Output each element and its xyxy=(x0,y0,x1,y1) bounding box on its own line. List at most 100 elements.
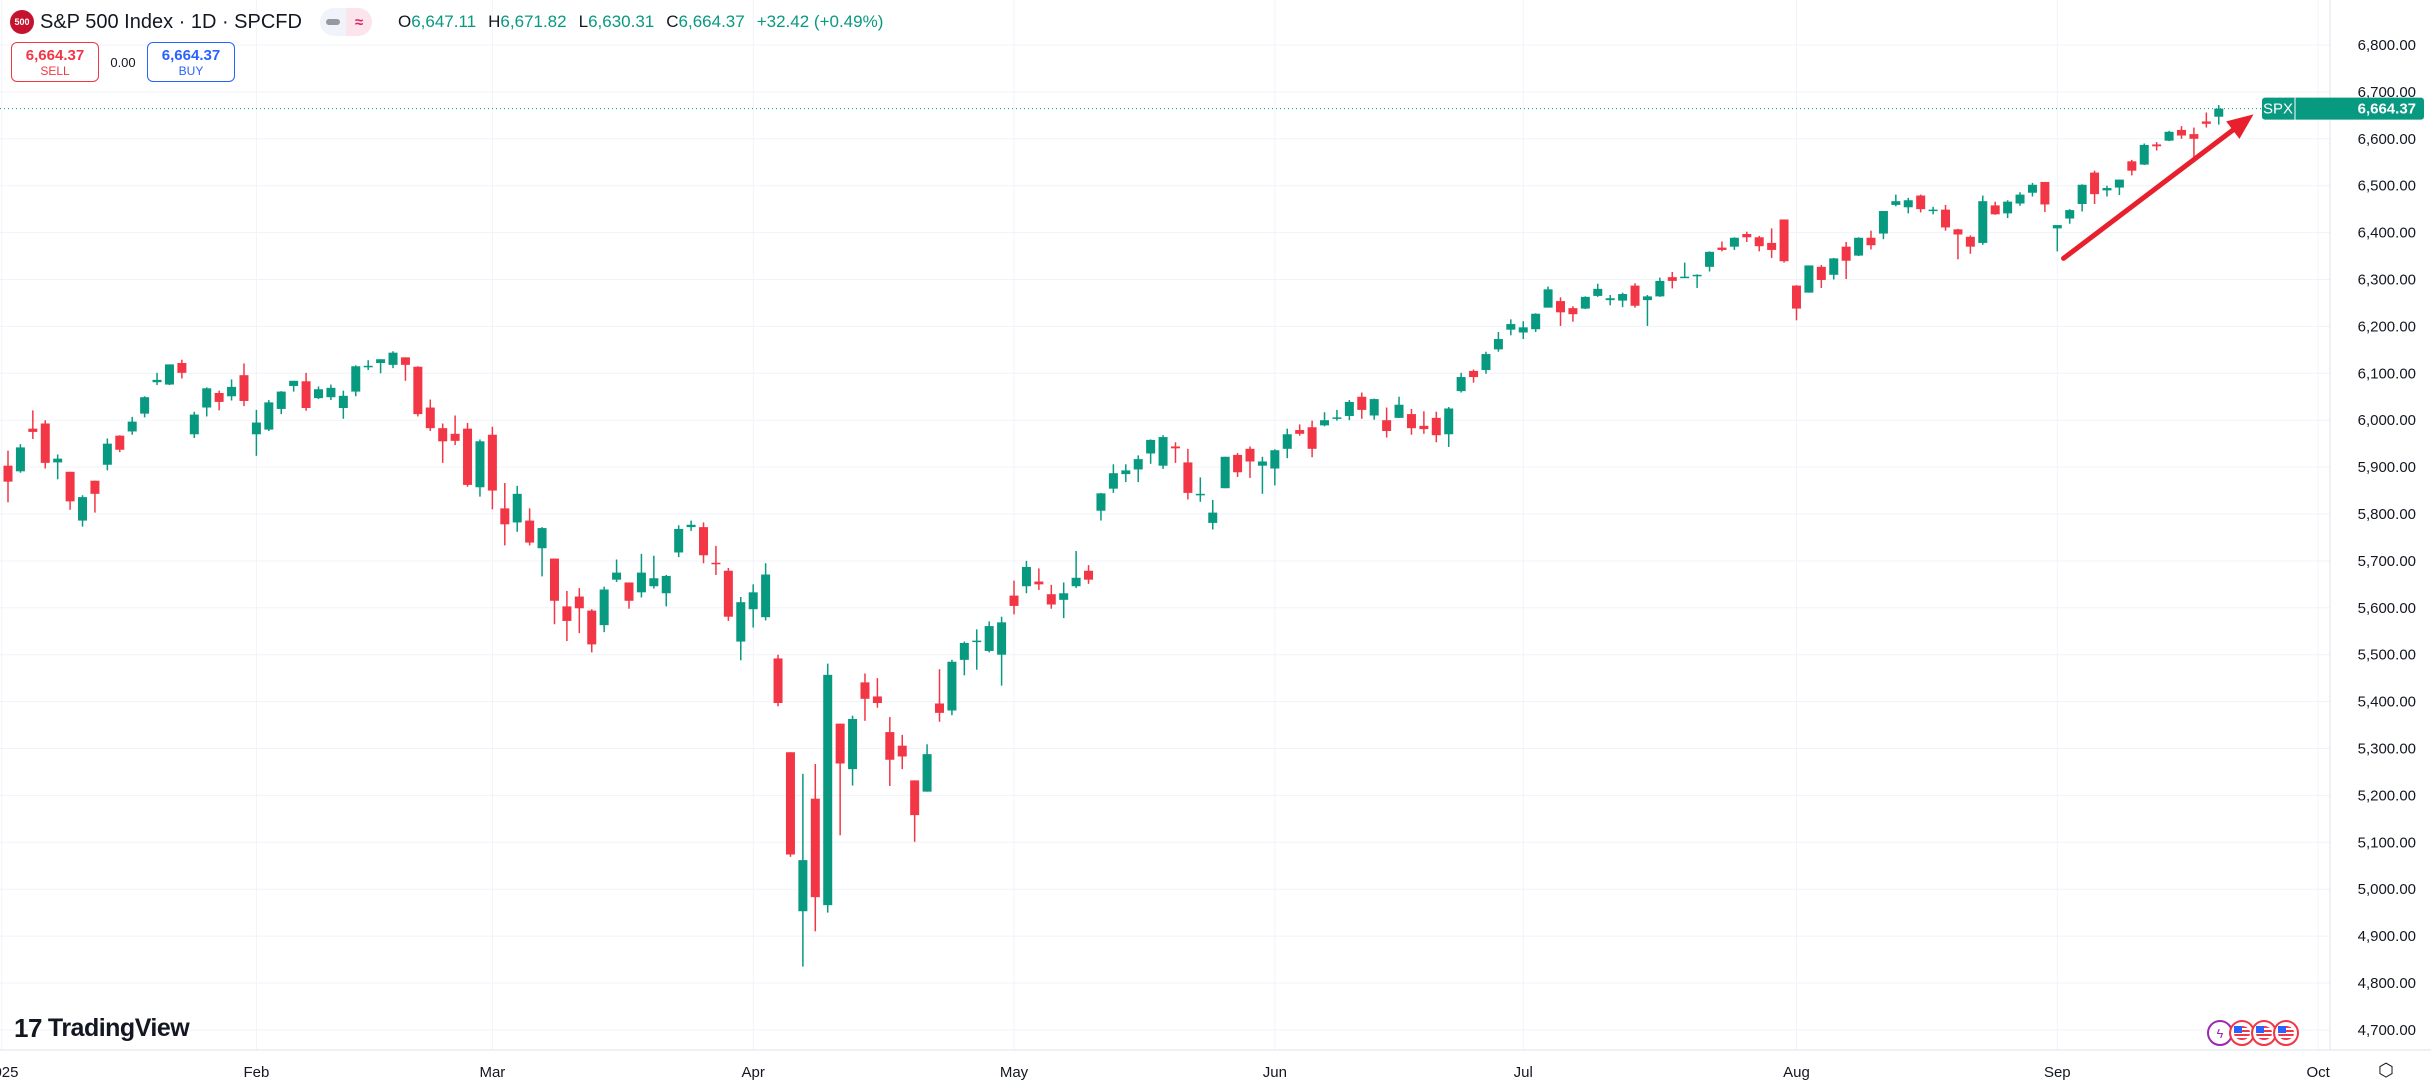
candle-body xyxy=(2052,225,2062,229)
arrow-shaft[interactable] xyxy=(2061,124,2240,261)
candle-up xyxy=(251,409,261,456)
us-flag-event-icon[interactable] xyxy=(2251,1020,2277,1046)
candle-up xyxy=(2164,130,2174,142)
candle-up xyxy=(848,715,858,786)
candle-up xyxy=(53,454,63,480)
candle-body xyxy=(711,562,721,565)
candle-body xyxy=(376,359,386,363)
candle-up xyxy=(2214,105,2224,125)
time-axis-label: 2025 xyxy=(0,1064,18,1081)
candle-up xyxy=(686,520,696,531)
candle-down xyxy=(1034,568,1044,590)
candle-body xyxy=(1841,246,1851,261)
price-axis-label: 5,600.00 xyxy=(2358,600,2416,617)
candle-up xyxy=(1121,464,1131,483)
candle-body xyxy=(1009,595,1019,606)
candle-body xyxy=(15,447,25,472)
candle-up xyxy=(1096,492,1106,521)
candle-body xyxy=(1084,570,1094,580)
candle-down xyxy=(699,522,709,564)
buy-button[interactable]: 6,664.37 BUY xyxy=(147,42,235,82)
candle-down xyxy=(1170,442,1180,463)
candle-body xyxy=(549,558,559,601)
candle-down xyxy=(301,372,311,411)
candle-down xyxy=(1990,201,2000,215)
candle-body xyxy=(1878,211,1888,234)
candle-body xyxy=(1133,459,1143,470)
candle-body xyxy=(2065,210,2075,219)
price-axis-label: 6,400.00 xyxy=(2358,225,2416,242)
arrow-head-icon[interactable] xyxy=(2226,114,2254,139)
sell-button[interactable]: 6,664.37 SELL xyxy=(11,42,99,82)
candle-body xyxy=(1717,247,1727,250)
candle-body xyxy=(1754,237,1764,247)
candle-body xyxy=(2102,188,2112,191)
candle-body xyxy=(102,443,112,465)
candle-down xyxy=(1568,306,1578,322)
candle-body xyxy=(512,493,522,523)
candle-up xyxy=(1320,412,1330,427)
chart-legend: 500 S&P 500 Index · 1D · SPCFD ≈ O6,647.… xyxy=(10,8,883,36)
candle-down xyxy=(1233,453,1243,477)
tradingview-logo-icon: 17 xyxy=(14,1013,42,1043)
candle-down xyxy=(177,359,187,379)
candle-down xyxy=(1431,411,1441,443)
candle-body xyxy=(463,428,473,485)
candle-body xyxy=(1307,427,1317,449)
market-status-pill[interactable]: ≈ xyxy=(319,8,372,36)
candle-body xyxy=(1071,577,1081,587)
candle-body xyxy=(835,723,845,764)
candle-body xyxy=(1183,462,1193,493)
candle-up xyxy=(1829,257,1839,280)
candle-down xyxy=(1382,407,1392,438)
candle-body xyxy=(1108,473,1118,489)
tradingview-logo[interactable]: 17 TradingView xyxy=(14,1013,190,1044)
candle-up xyxy=(748,584,758,628)
candle-down xyxy=(413,366,423,417)
candle-body xyxy=(2114,179,2124,188)
candle-down xyxy=(1816,264,1826,288)
candle-body xyxy=(475,441,485,488)
low-label: L xyxy=(578,12,589,31)
price-axis-label: 5,200.00 xyxy=(2358,787,2416,804)
candle-down xyxy=(1767,228,1777,258)
candle-down xyxy=(487,426,497,510)
candle-down xyxy=(897,734,907,770)
candle-body xyxy=(78,497,88,521)
candle-up xyxy=(1195,477,1205,502)
candle-up xyxy=(612,559,622,583)
candle-body xyxy=(1543,289,1553,308)
candle-up xyxy=(922,744,932,792)
candle-up xyxy=(1481,351,1491,374)
candle-up xyxy=(1444,407,1454,447)
candle-body xyxy=(351,366,361,392)
open-label: O xyxy=(397,12,412,31)
dividend-event-icon[interactable]: ϟ xyxy=(2207,1020,2233,1046)
candle-up xyxy=(1580,296,1590,310)
buy-label: BUY xyxy=(178,63,204,78)
candle-down xyxy=(1307,420,1317,458)
candle-down xyxy=(785,752,795,857)
candle-body xyxy=(1220,456,1230,489)
price-axis-label: 6,800.00 xyxy=(2358,37,2416,54)
candle-body xyxy=(1096,493,1106,511)
candle-down xyxy=(400,357,410,381)
candle-body xyxy=(910,780,920,816)
price-axis[interactable]: 6,800.00 6,700.00 6,600.00 6,500.00 6,400.00… xyxy=(2358,37,2416,1039)
symbol-title[interactable]: S&P 500 Index · 1D · SPCFD xyxy=(40,10,302,33)
candle-body xyxy=(1034,581,1044,585)
settings-gear-icon[interactable]: ⬡ xyxy=(2378,1060,2394,1080)
us-flag-event-icon[interactable] xyxy=(2273,1020,2299,1046)
candle-body xyxy=(1531,313,1541,330)
candle-body xyxy=(1767,242,1777,250)
time-axis[interactable]: 2025 Feb Mar Apr May Jun Jul Aug Sep Oct xyxy=(0,1064,2331,1081)
candle-down xyxy=(28,410,38,439)
candle-body xyxy=(1406,414,1416,429)
candle-body xyxy=(177,362,187,373)
trend-arrow-drawing[interactable] xyxy=(2061,114,2254,261)
us-flag-event-icon[interactable] xyxy=(2229,1020,2255,1046)
price-axis-label: 5,300.00 xyxy=(2358,741,2416,758)
candle-up xyxy=(1369,398,1379,420)
price-axis-label: 6,300.00 xyxy=(2358,272,2416,289)
